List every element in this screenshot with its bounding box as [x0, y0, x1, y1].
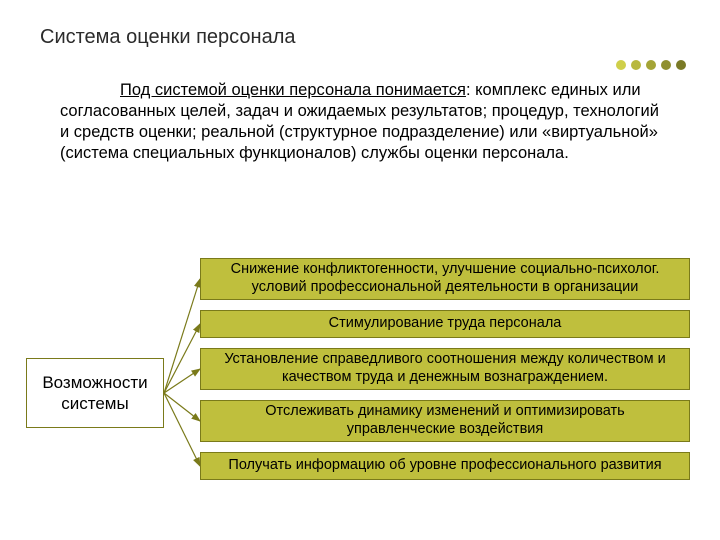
diagram-edge [164, 393, 200, 466]
diagram-edge [164, 279, 200, 393]
source-label: Возможности системы [31, 372, 159, 415]
decorative-dot [631, 60, 641, 70]
target-label: Снижение конфликтогенности, улучшение со… [211, 261, 679, 296]
target-label: Установление справедливого соотношения м… [211, 351, 679, 386]
decorative-dot [616, 60, 626, 70]
diagram-source-node: Возможности системы [26, 358, 164, 428]
paragraph-lead: Под системой оценки персонала понимается [120, 81, 466, 99]
target-label: Получать информацию об уровне профессион… [228, 457, 661, 475]
target-label: Отслеживать динамику изменений и оптимиз… [211, 403, 679, 438]
diagram-target-node: Отслеживать динамику изменений и оптимиз… [200, 400, 690, 442]
diagram-target-node: Стимулирование труда персонала [200, 310, 690, 338]
diagram-target-node: Получать информацию об уровне профессион… [200, 452, 690, 480]
diagram-edge [164, 393, 200, 421]
intro-paragraph: Под системой оценки персонала понимается… [60, 80, 670, 164]
page-title: Система оценки персонала [40, 26, 296, 49]
diagram-edge [164, 324, 200, 393]
diagram-edge [164, 369, 200, 393]
decorative-dots [616, 60, 686, 70]
target-label: Стимулирование труда персонала [329, 315, 562, 333]
decorative-dot [676, 60, 686, 70]
diagram-target-node: Снижение конфликтогенности, улучшение со… [200, 258, 690, 300]
diagram-target-node: Установление справедливого соотношения м… [200, 348, 690, 390]
decorative-dot [661, 60, 671, 70]
decorative-dot [646, 60, 656, 70]
